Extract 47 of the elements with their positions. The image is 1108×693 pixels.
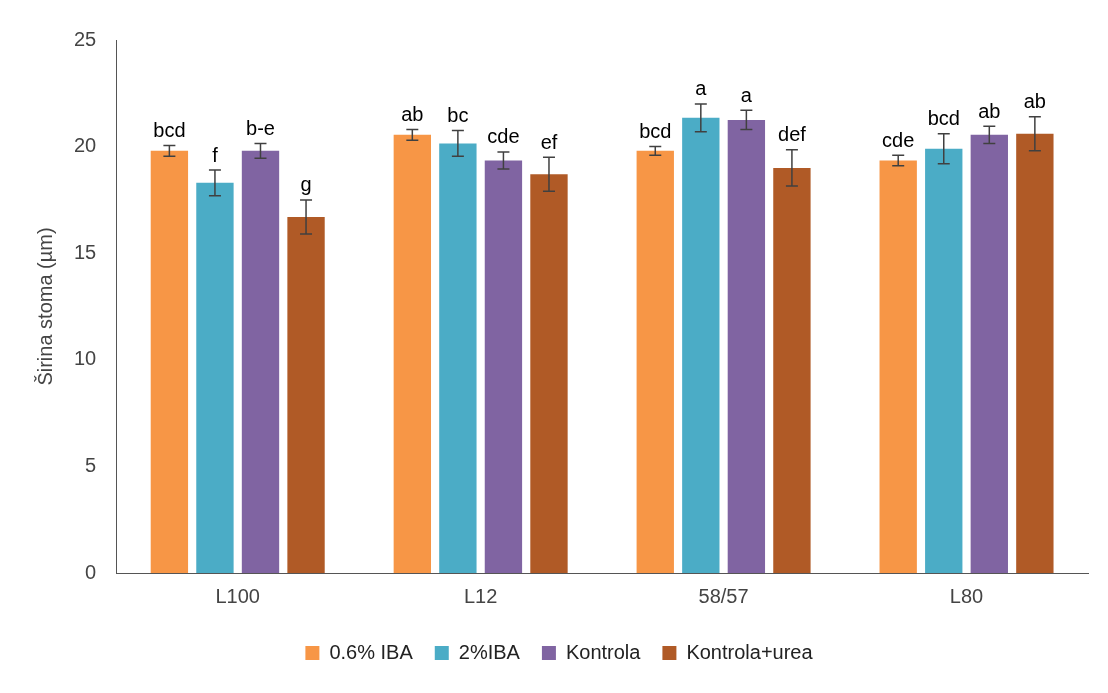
bar [439,143,477,573]
data-label: ab [978,99,1001,122]
y-tick-label: 20 [74,134,97,157]
y-axis-title: Širina stoma (µm) [33,227,56,386]
x-tick-label: 58/57 [698,584,749,607]
bar [150,150,189,573]
bar [773,167,811,573]
bar [682,117,720,573]
bar [241,150,280,573]
data-label: ab [1023,90,1046,113]
data-label: g [300,173,312,196]
y-tick-label: 0 [85,560,97,583]
bar [925,148,963,573]
data-label: bcd [153,119,186,142]
data-label: a [695,77,708,100]
y-tick-label: 15 [74,240,97,263]
data-label: def [778,123,807,146]
bar [196,182,234,573]
data-label: ab [401,103,424,126]
data-label: cde [882,128,915,151]
bar [727,119,766,573]
data-label: bcd [639,120,672,143]
bar [484,160,523,573]
data-label: a [740,83,753,106]
data-label: bc [447,104,469,127]
bar [1016,133,1054,573]
bar [393,134,431,573]
bar [530,174,568,573]
y-tick-label: 10 [74,347,97,370]
legend-label: 0.6% IBA [329,640,414,663]
data-label: bcd [927,107,960,130]
legend-label: Kontrola [565,640,642,663]
bar [287,216,325,573]
y-tick-label: 25 [74,27,97,50]
x-tick-label: L80 [949,584,984,607]
data-label: b-e [246,116,275,139]
legend-label: Kontrola+urea [686,640,814,663]
x-tick-label: L100 [215,584,260,607]
x-tick-label: L12 [463,584,498,607]
bar [879,160,917,573]
data-label: cde [487,125,520,148]
data-label: f [212,143,219,166]
data-label: ef [540,130,558,153]
legend-label: 2%IBA [458,640,521,663]
y-tick-label: 5 [85,453,97,476]
bar [636,150,674,573]
bar [970,134,1008,573]
